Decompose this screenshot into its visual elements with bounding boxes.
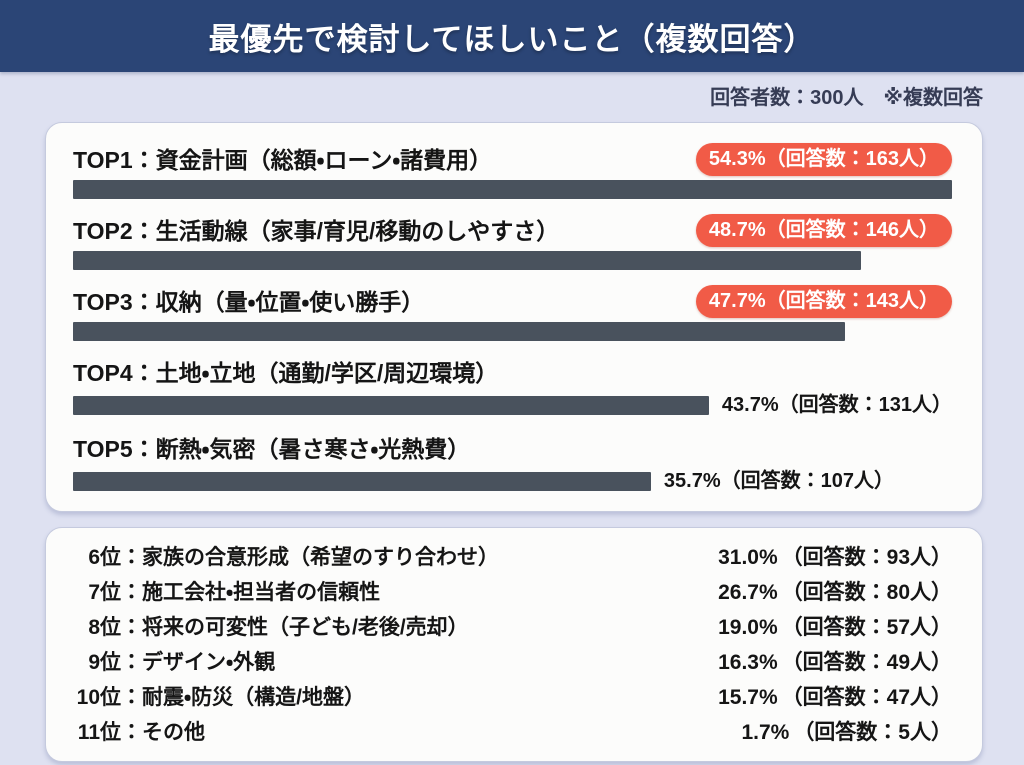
other-item-row: 11位 ：その他 1.7% （回答数：5人） — [73, 718, 952, 748]
top-item-bar-line: 35.7%（回答数：107人） — [73, 469, 952, 493]
title-bar: 最優先で検討してほしいこと（複数回答） — [0, 0, 1024, 72]
top5-ranking-card: TOP1：資金計画（総額・ローン・諸費用） 54.3%（回答数：163人） TO… — [45, 122, 983, 512]
other-item-label: ：デザイン・外観 — [121, 651, 276, 674]
top-item-row: TOP5：断熱・気密（暑さ寒さ・光熱費） 35.7%（回答数：107人） — [73, 432, 952, 493]
other-item-count: （回答数：49人） — [781, 651, 952, 674]
other-item-rank: 9位 — [88, 651, 121, 674]
other-item-value: 19.0% （回答数：57人） — [700, 613, 952, 643]
top-item-bar — [73, 395, 709, 415]
top-item-head: TOP1：資金計画（総額・ローン・諸費用） 54.3%（回答数：163人） — [73, 143, 952, 176]
other-item-percent: 1.7% — [741, 721, 790, 744]
other-item-value: 15.7% （回答数：47人） — [700, 683, 952, 713]
top-item-head: TOP3：収納（量・位置・使い勝手） 47.7%（回答数：143人） — [73, 285, 952, 318]
top-item-value-inline: 43.7%（回答数：131人） — [721, 394, 952, 416]
top-item-row: TOP2：生活動線（家事/育児/移動のしやすさ） 48.7%（回答数：146人） — [73, 214, 952, 270]
other-item-value: 16.3% （回答数：49人） — [700, 648, 952, 678]
top-item-value-inline: 35.7%（回答数：107人） — [663, 470, 894, 492]
other-item-percent: 26.7% — [718, 581, 778, 604]
top-item-row: TOP3：収納（量・位置・使い勝手） 47.7%（回答数：143人） — [73, 285, 952, 341]
other-item-percent: 15.7% — [718, 686, 778, 709]
other-item-percent: 31.0% — [718, 546, 778, 569]
top-item-bar-line — [73, 180, 952, 199]
top-item-value-badge: 47.7%（回答数：143人） — [695, 285, 952, 318]
top-item-head: TOP4：土地・立地（通勤/学区/周辺環境） — [73, 356, 952, 389]
other-item-label: ：家族の合意形成（希望のすり合わせ） — [121, 546, 499, 569]
top-item-value-badge: 48.7%（回答数：146人） — [695, 214, 952, 247]
other-item-value: 31.0% （回答数：93人） — [700, 543, 952, 573]
other-item-value: 26.7% （回答数：80人） — [700, 578, 952, 608]
other-item-label: ：その他 — [121, 721, 205, 744]
other-item-rank: 11位 — [77, 721, 121, 744]
respondents-count: 回答者数：300人 — [710, 87, 864, 109]
other-item-row: 9位 ：デザイン・外観 16.3% （回答数：49人） — [73, 648, 952, 678]
other-item-percent: 16.3% — [718, 651, 778, 674]
other-item-row: 10位 ：耐震・防災（構造/地盤） 15.7% （回答数：47人） — [73, 683, 952, 713]
top-item-label: TOP2：生活動線（家事/育児/移動のしやすさ） — [73, 217, 560, 244]
other-item-count: （回答数：47人） — [781, 686, 952, 709]
other-item-rank: 6位 — [88, 546, 121, 569]
other-item-label: ：耐震・防災（構造/地盤） — [121, 686, 365, 709]
multiple-answer-note: ※複数回答 — [883, 87, 983, 109]
other-item-rank: 8位 — [88, 616, 121, 639]
top-item-row: TOP1：資金計画（総額・ローン・諸費用） 54.3%（回答数：163人） — [73, 143, 952, 199]
top-item-bar-line — [73, 322, 952, 341]
other-item-rank: 10位 — [76, 686, 121, 709]
top-item-head: TOP5：断熱・気密（暑さ寒さ・光熱費） — [73, 432, 952, 465]
other-item-row: 8位 ：将来の可変性（子ども/老後/売却） 19.0% （回答数：57人） — [73, 613, 952, 643]
top-item-bar-line: 43.7%（回答数：131人） — [73, 393, 952, 417]
other-item-percent: 19.0% — [718, 616, 778, 639]
top-item-row: TOP4：土地・立地（通勤/学区/周辺環境） 43.7%（回答数：131人） — [73, 356, 952, 417]
top-item-label: TOP4：土地・立地（通勤/学区/周辺環境） — [73, 359, 499, 386]
other-item-value: 1.7% （回答数：5人） — [711, 718, 952, 748]
page-title: 最優先で検討してほしいこと（複数回答） — [208, 21, 816, 57]
other-item-label: ：将来の可変性（子ども/老後/売却） — [121, 616, 469, 639]
top-item-bar — [73, 180, 952, 199]
other-item-label: ：施工会社・担当者の信頼性 — [121, 581, 381, 604]
other-item-count: （回答数：80人） — [781, 581, 952, 604]
top-item-label: TOP1：資金計画（総額・ローン・諸費用） — [73, 146, 493, 173]
other-item-count: （回答数：93人） — [781, 546, 952, 569]
rank6-11-card: 6位 ：家族の合意形成（希望のすり合わせ） 31.0% （回答数：93人） 7位… — [45, 527, 983, 762]
other-item-row: 7位 ：施工会社・担当者の信頼性 26.7% （回答数：80人） — [73, 578, 952, 608]
other-item-rank: 7位 — [88, 581, 121, 604]
other-item-count: （回答数：57人） — [781, 616, 952, 639]
meta-line: 回答者数：300人 ※複数回答 — [0, 85, 1024, 111]
top-item-head: TOP2：生活動線（家事/育児/移動のしやすさ） 48.7%（回答数：146人） — [73, 214, 952, 247]
top-item-bar — [73, 251, 862, 270]
top-item-bar — [73, 471, 651, 491]
other-item-row: 6位 ：家族の合意形成（希望のすり合わせ） 31.0% （回答数：93人） — [73, 543, 952, 573]
other-item-count: （回答数：5人） — [793, 721, 952, 744]
top-item-bar-line — [73, 251, 952, 270]
top-item-label: TOP3：収納（量・位置・使い勝手） — [73, 288, 425, 315]
top-item-bar — [73, 322, 846, 341]
top-item-value-badge: 54.3%（回答数：163人） — [695, 143, 952, 176]
top-item-label: TOP5：断熱・気密（暑さ寒さ・光熱費） — [73, 435, 471, 462]
